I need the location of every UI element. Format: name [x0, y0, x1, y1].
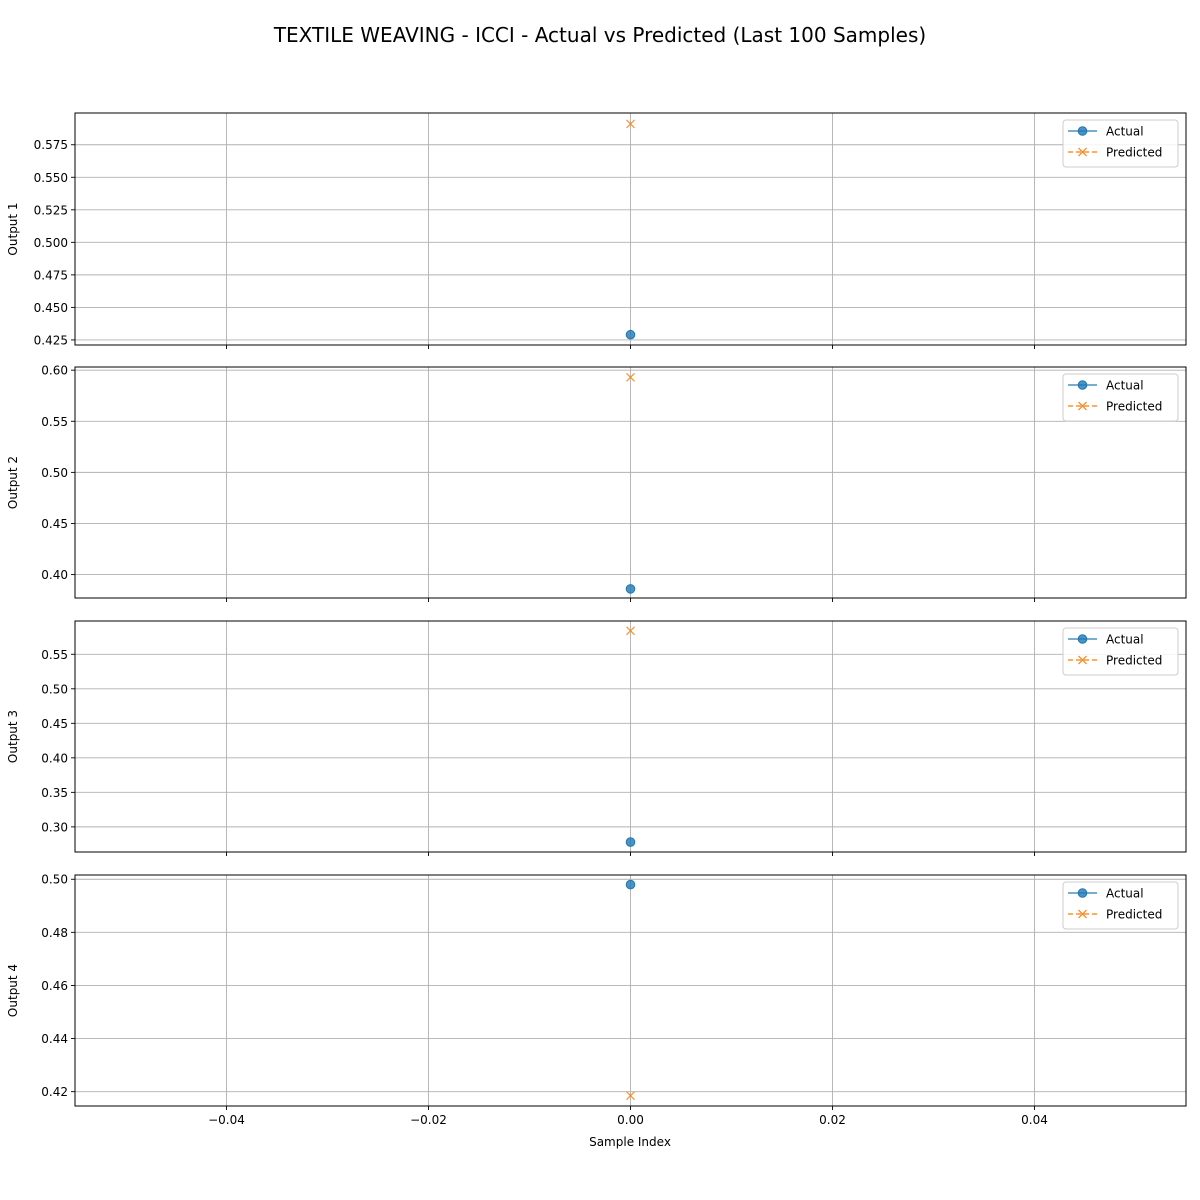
axes-frame [74, 112, 1187, 346]
subplot-4: −0.04 −0.02 0.00 0.02 0.04 0.42 0.44 0.46 0.48 0.… [6, 873, 1187, 1127]
legend: Actual Predicted [1062, 373, 1179, 422]
legend-predicted-marker [1078, 655, 1087, 665]
y-tick-label: 0.44 [41, 1032, 68, 1046]
y-axis-label: Output 1 [6, 202, 20, 255]
x-tick-label: 0.02 [819, 1113, 846, 1127]
legend-actual-marker [1077, 634, 1088, 644]
legend-predicted-label: Predicted [1106, 908, 1162, 922]
x-tick-label: 0.00 [617, 1113, 644, 1127]
subplot-1: 0.425 0.450 0.475 0.500 0.525 0.550 0.575 Outpu… [6, 112, 1187, 349]
actual-point [625, 837, 636, 847]
legend-actual-label: Actual [1106, 633, 1144, 647]
y-tick-label: 0.46 [41, 979, 68, 993]
y-tick-label: 0.45 [41, 517, 68, 531]
predicted-point [626, 626, 635, 636]
actual-point [625, 329, 636, 340]
axes-frame [74, 874, 1187, 1107]
predicted-point [626, 1091, 635, 1101]
figure-title: TEXTILE WEAVING - ICCI - Actual vs Predi… [273, 23, 926, 47]
y-tick-label: 0.550 [34, 171, 68, 185]
y-axis-label: Output 3 [6, 710, 20, 763]
x-tick-label: −0.02 [410, 1113, 447, 1127]
x-tick-label: −0.04 [208, 1113, 245, 1127]
legend-predicted-marker [1078, 401, 1087, 411]
legend-actual-label: Actual [1106, 125, 1144, 139]
y-axis-label: Output 2 [6, 456, 20, 509]
y-tick-label: 0.48 [41, 926, 68, 940]
legend-predicted-label: Predicted [1106, 400, 1162, 414]
y-tick-label: 0.50 [41, 466, 68, 480]
y-tick-label: 0.500 [34, 236, 68, 250]
legend-predicted-marker [1078, 909, 1087, 919]
y-tick-label: 0.35 [41, 786, 68, 800]
y-tick-label: 0.40 [41, 568, 68, 582]
x-tick-label: 0.04 [1021, 1113, 1048, 1127]
y-tick-label: 0.42 [41, 1085, 68, 1099]
y-tick-label: 0.50 [41, 682, 68, 696]
legend-actual-marker [1077, 380, 1088, 390]
subplot-3: 0.30 0.35 0.40 0.45 0.50 0.55 Output 3 Actual Pr… [6, 620, 1187, 856]
axes-frame [74, 366, 1187, 599]
legend: Actual Predicted [1062, 119, 1179, 168]
y-tick-label: 0.45 [41, 717, 68, 731]
axes-frame [74, 620, 1187, 853]
legend-predicted-label: Predicted [1106, 654, 1162, 668]
subplots: 0.425 0.450 0.475 0.500 0.525 0.550 0.575 Outpu… [6, 112, 1187, 1127]
legend-actual-marker [1077, 126, 1088, 136]
y-axis-label: Output 4 [6, 964, 20, 1017]
legend: Actual Predicted [1062, 627, 1179, 676]
y-tick-label: 0.575 [34, 138, 68, 152]
subplot-2: 0.40 0.45 0.50 0.55 0.60 Output 2 Actual Predic… [6, 364, 1187, 602]
legend-actual-label: Actual [1106, 887, 1144, 901]
predicted-point [626, 372, 635, 382]
y-tick-label: 0.30 [41, 820, 68, 834]
legend-predicted-marker [1078, 147, 1087, 157]
actual-point [625, 584, 636, 594]
y-tick-label: 0.50 [41, 873, 68, 887]
legend: Actual Predicted [1062, 881, 1179, 930]
predicted-point [626, 119, 635, 129]
legend-predicted-label: Predicted [1106, 146, 1162, 160]
legend-actual-marker [1077, 888, 1088, 898]
y-tick-label: 0.60 [41, 364, 68, 378]
y-tick-label: 0.425 [34, 333, 68, 347]
y-tick-label: 0.475 [34, 268, 68, 282]
y-tick-label: 0.40 [41, 751, 68, 765]
x-axis-label: Sample Index [589, 1135, 671, 1149]
y-tick-label: 0.55 [41, 648, 68, 662]
actual-point [625, 879, 636, 890]
y-tick-label: 0.450 [34, 301, 68, 315]
y-tick-label: 0.525 [34, 203, 68, 217]
legend-actual-label: Actual [1106, 379, 1144, 393]
y-tick-label: 0.55 [41, 415, 68, 429]
